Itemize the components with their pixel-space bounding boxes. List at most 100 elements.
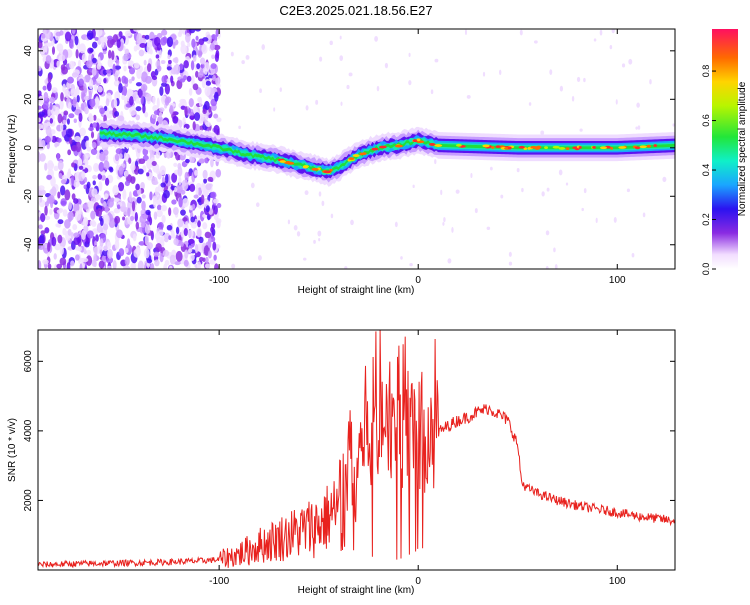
noise-speck: [197, 220, 201, 228]
noise-speck: [61, 66, 68, 75]
noise-speck: [155, 54, 160, 59]
noise-speck: [63, 110, 69, 116]
noise-speck: [203, 178, 208, 184]
noise-speck: [78, 165, 84, 170]
noise-speck: [97, 173, 103, 180]
noise-speck: [180, 105, 186, 110]
noise-speck: [346, 84, 350, 90]
noise-speck: [81, 53, 87, 63]
noise-speck: [189, 115, 195, 120]
noise-speck: [212, 241, 217, 251]
noise-speck: [482, 71, 486, 77]
signal-hotspot: [535, 145, 542, 149]
noise-speck: [112, 184, 120, 196]
signal-hotspot: [378, 145, 387, 149]
noise-speck: [121, 94, 126, 101]
noise-speck: [191, 38, 196, 49]
noise-speck: [60, 179, 67, 185]
noise-speck: [559, 85, 564, 92]
noise-speck: [205, 34, 212, 45]
noise-speck: [108, 49, 112, 60]
signal-band-layer: [99, 125, 675, 179]
noise-speck: [210, 223, 216, 229]
noise-speck: [64, 219, 71, 229]
noise-speck: [159, 253, 164, 263]
noise-speck: [611, 29, 615, 34]
colorbar-tick-label: 0.0: [701, 263, 711, 276]
noise-speck: [204, 100, 210, 111]
noise-speck: [73, 202, 80, 213]
noise-speck: [73, 118, 77, 123]
noise-speck: [90, 210, 96, 220]
noise-speck: [118, 153, 123, 160]
noise-speck: [42, 101, 49, 110]
noise-speck: [86, 60, 93, 69]
signal-hotspot: [599, 146, 608, 150]
noise-speck: [62, 119, 67, 125]
noise-speck: [56, 209, 63, 214]
noise-speck: [130, 176, 136, 185]
noise-speck: [202, 108, 207, 115]
noise-speck: [59, 257, 67, 266]
noise-speck: [139, 214, 147, 224]
spectrogram-ylabel: Frequency (Hz): [7, 115, 18, 184]
signal-hotspot: [491, 146, 495, 149]
noise-speck: [38, 185, 45, 191]
noise-speck: [95, 234, 99, 242]
noise-speck: [672, 123, 675, 127]
noise-speck: [167, 59, 172, 65]
noise-speck: [185, 32, 191, 43]
noise-speck: [174, 56, 179, 64]
noise-speck: [38, 117, 41, 123]
noise-speck: [38, 95, 45, 105]
noise-speck: [549, 69, 553, 75]
noise-speck: [42, 85, 47, 91]
noise-speck: [83, 135, 89, 142]
noise-speck: [207, 238, 212, 249]
noise-speck: [408, 80, 412, 86]
noise-speck: [209, 43, 216, 51]
noise-speck: [196, 228, 202, 238]
noise-speck: [156, 32, 163, 39]
noise-speck: [156, 204, 162, 211]
noise-speck: [117, 115, 125, 123]
noise-speck: [208, 94, 214, 100]
signal-hotspot: [394, 144, 403, 148]
noise-speck: [62, 209, 68, 217]
noise-speck: [57, 113, 63, 124]
noise-speck: [114, 208, 119, 214]
signal-hotspot: [610, 146, 614, 150]
noise-speck: [64, 89, 71, 99]
noise-speck: [519, 29, 523, 36]
noise-speck: [154, 259, 160, 267]
noise-speck: [609, 44, 613, 50]
noise-speck: [70, 232, 74, 239]
noise-speck: [66, 118, 70, 125]
noise-speck: [146, 42, 152, 54]
noise-speck: [212, 74, 216, 82]
noise-speck: [96, 207, 103, 217]
noise-speck: [139, 37, 147, 44]
noise-speck: [46, 160, 54, 171]
noise-speck: [214, 263, 219, 269]
noise-speck: [128, 191, 132, 203]
noise-speck: [181, 179, 189, 191]
noise-speck: [151, 180, 159, 185]
signal-hotspot: [434, 144, 443, 147]
noise-speck: [106, 113, 113, 119]
noise-speck: [571, 95, 575, 102]
noise-speck: [160, 205, 168, 212]
signal-hotspot: [565, 147, 570, 151]
noise-speck: [613, 216, 617, 223]
noise-speck: [92, 180, 96, 186]
noise-speck: [155, 150, 161, 159]
noise-speck: [85, 140, 90, 149]
noise-speck: [68, 38, 74, 49]
noise-speck: [157, 115, 163, 125]
noise-speck: [118, 31, 123, 38]
noise-speck: [100, 174, 106, 181]
noise-speck: [38, 105, 42, 110]
noise-speck: [489, 166, 493, 171]
noise-speck: [196, 63, 201, 70]
y-tick-label: 2000: [23, 489, 34, 512]
